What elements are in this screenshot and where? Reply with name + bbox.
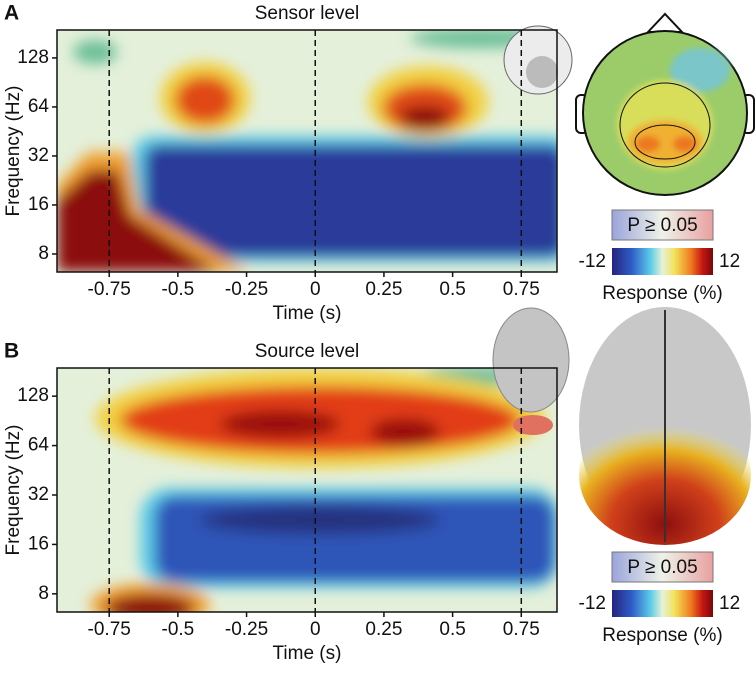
- heatmap-image: [57, 30, 557, 272]
- x-tick-label: 0.5: [439, 279, 465, 300]
- x-tick-label: -0.25: [225, 619, 268, 640]
- x-tick-label: -0.5: [162, 279, 195, 300]
- y-tick-label: 8: [38, 583, 49, 604]
- x-tick-label: -0.75: [88, 279, 131, 300]
- x-axis-label: Time (s): [273, 643, 342, 664]
- panel-label: A: [4, 2, 19, 25]
- chart-title: Source level: [255, 341, 360, 362]
- colorbar-tick-label: 12: [719, 251, 740, 272]
- panel-label: B: [4, 340, 19, 363]
- x-tick-label: -0.5: [162, 619, 195, 640]
- y-tick-label: 16: [28, 194, 49, 215]
- y-tick-label: 64: [28, 96, 50, 117]
- y-tick-label: 16: [28, 533, 49, 554]
- colorbar-label: Response (%): [602, 625, 722, 646]
- mask-label: P ≥ 0.05: [627, 215, 697, 236]
- colorbar-tick-label: -12: [579, 593, 606, 614]
- y-tick-label: 32: [28, 484, 49, 505]
- plot-frame: [56, 367, 558, 613]
- mask-swatch: [611, 209, 714, 241]
- x-tick-label: 0: [310, 619, 321, 640]
- x-tick-label: -0.75: [88, 619, 131, 640]
- colorbar: [612, 248, 713, 275]
- brain-inset: CS: [492, 291, 570, 435]
- x-tick-label: 0.75: [503, 619, 540, 640]
- y-tick-label: 128: [17, 47, 49, 68]
- x-tick-label: 0.25: [365, 619, 402, 640]
- heatmap-image: [57, 368, 557, 612]
- topomap: [575, 12, 755, 196]
- brain: [579, 307, 751, 545]
- head-inset: [503, 25, 573, 95]
- colorbar-tick-label: -12: [579, 251, 606, 272]
- colorbar-label: Response (%): [602, 283, 722, 304]
- y-tick-label: 128: [17, 385, 49, 406]
- mask-swatch: [611, 551, 714, 583]
- colorbar: [612, 590, 713, 617]
- y-axis-label: Frequency (Hz): [3, 86, 24, 217]
- chart-title: Sensor level: [255, 3, 360, 24]
- x-tick-label: 0.75: [503, 279, 540, 300]
- x-tick-label: 0.5: [439, 619, 465, 640]
- y-tick-label: 8: [38, 243, 49, 264]
- y-tick-label: 32: [28, 145, 49, 166]
- x-axis-label: Time (s): [273, 303, 342, 324]
- x-tick-label: 0: [310, 279, 321, 300]
- x-tick-label: -0.25: [225, 279, 268, 300]
- y-tick-label: 64: [28, 435, 50, 456]
- x-tick-label: 0.25: [365, 279, 402, 300]
- mask-label: P ≥ 0.05: [627, 557, 697, 578]
- colorbar-tick-label: 12: [719, 593, 740, 614]
- y-axis-label: Frequency (Hz): [3, 425, 24, 556]
- plot-frame: [56, 29, 558, 273]
- annotation: CS: [522, 291, 540, 306]
